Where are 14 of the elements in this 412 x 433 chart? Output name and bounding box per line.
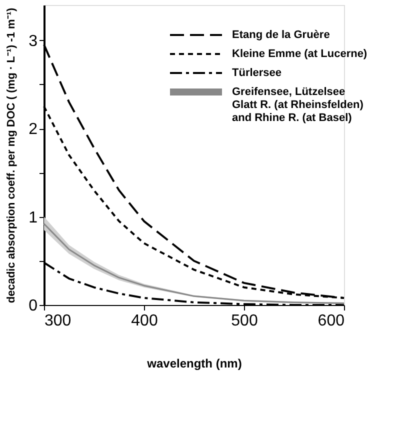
x-tick-label: 300 <box>44 312 72 330</box>
x-tick-label: 500 <box>231 312 258 330</box>
x-tick-label: 600 <box>318 312 345 330</box>
y-axis-title: decadic absorption coeff. per mg DOC ( (mg · L⁻¹) -1 m⁻¹) <box>6 8 18 304</box>
x-tick-label: 400 <box>131 312 158 330</box>
y-tick-label: 3 <box>28 32 38 50</box>
y-tick-label: 0 <box>28 298 38 314</box>
legend-label: Kleine Emme (at Lucerne) <box>232 48 368 60</box>
y-tick-label: 2 <box>28 121 38 138</box>
x-axis-title: wavelength (nm) <box>146 356 242 370</box>
y-tick-label: 1 <box>28 209 38 226</box>
legend-label: Greifensee, Lützelsee Glatt R. (at Rheinsfelden) and Rhine R. (at Basel) <box>232 86 364 124</box>
legend-label: Etang de la Gruère <box>232 29 330 41</box>
legend-label: Türlersee <box>232 67 282 79</box>
